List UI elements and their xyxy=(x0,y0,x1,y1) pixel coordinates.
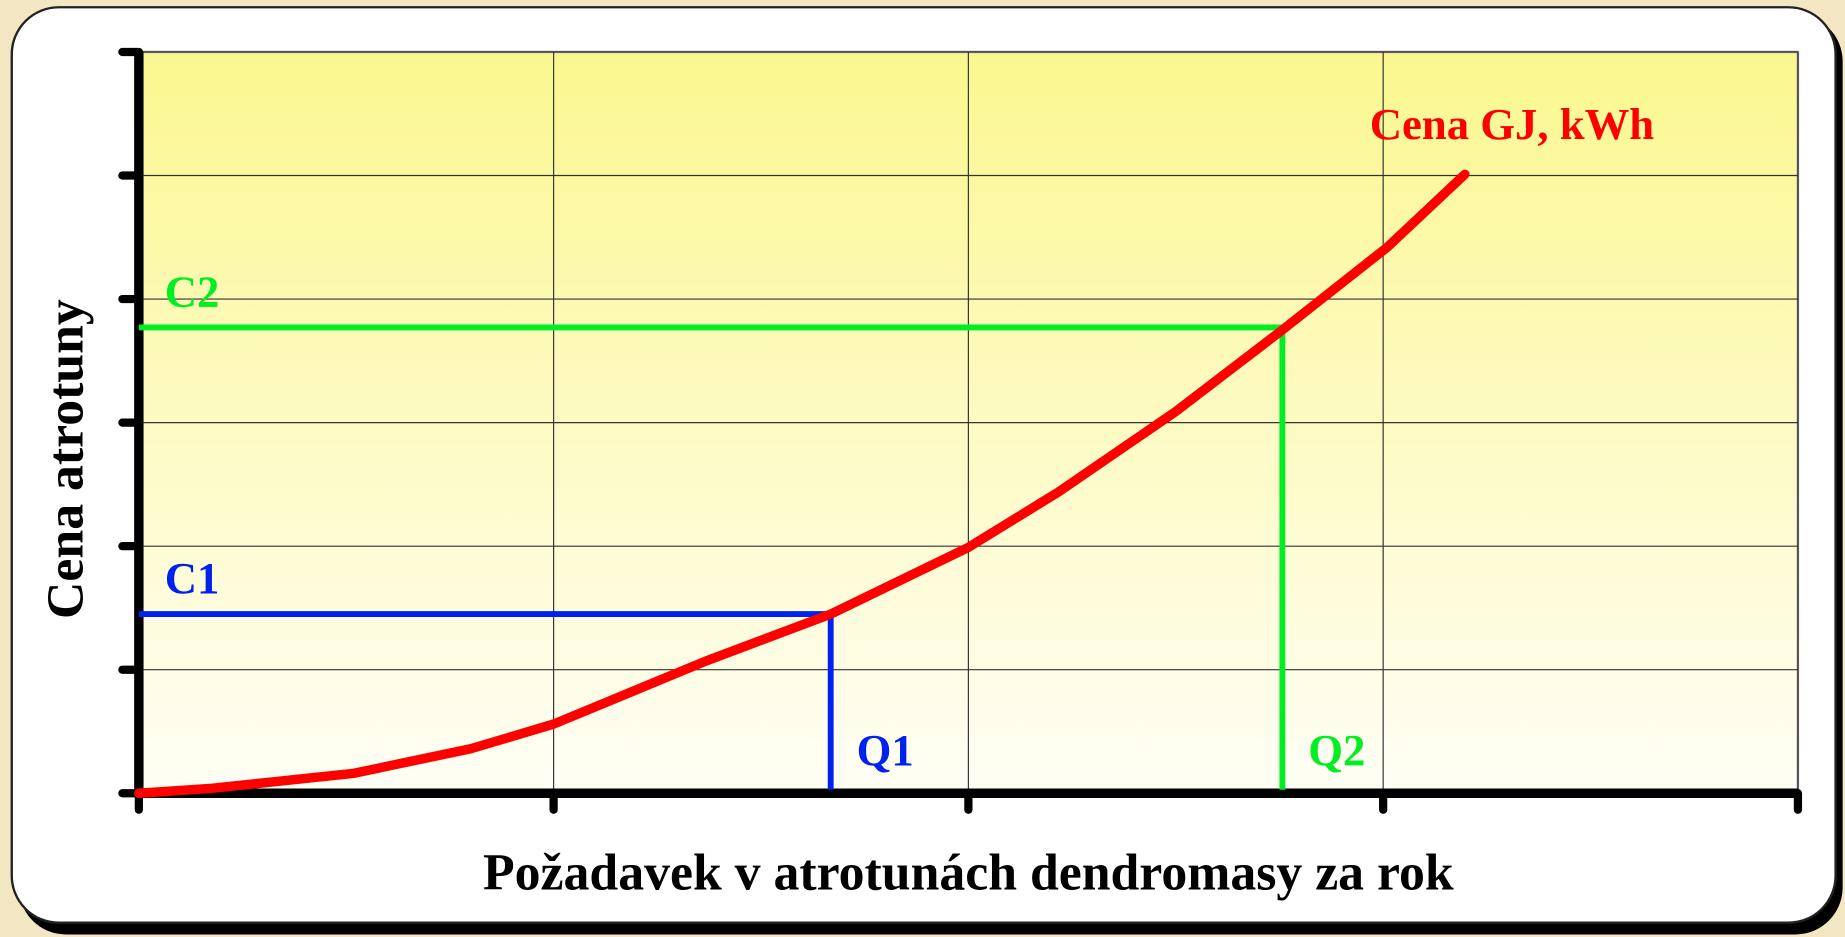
guide-y-label: C1 xyxy=(165,553,220,603)
guide-y-label: C2 xyxy=(165,266,220,316)
x-axis-title: Požadavek v atrotunách dendromasy za rok xyxy=(483,845,1454,902)
series-label: Cena GJ, kWh xyxy=(1370,99,1655,149)
guide-x-label: Q1 xyxy=(857,725,914,775)
y-axis-title: Cena atrotuny xyxy=(37,299,94,619)
data-line xyxy=(134,169,1470,798)
guide-x-label: Q2 xyxy=(1308,725,1365,775)
